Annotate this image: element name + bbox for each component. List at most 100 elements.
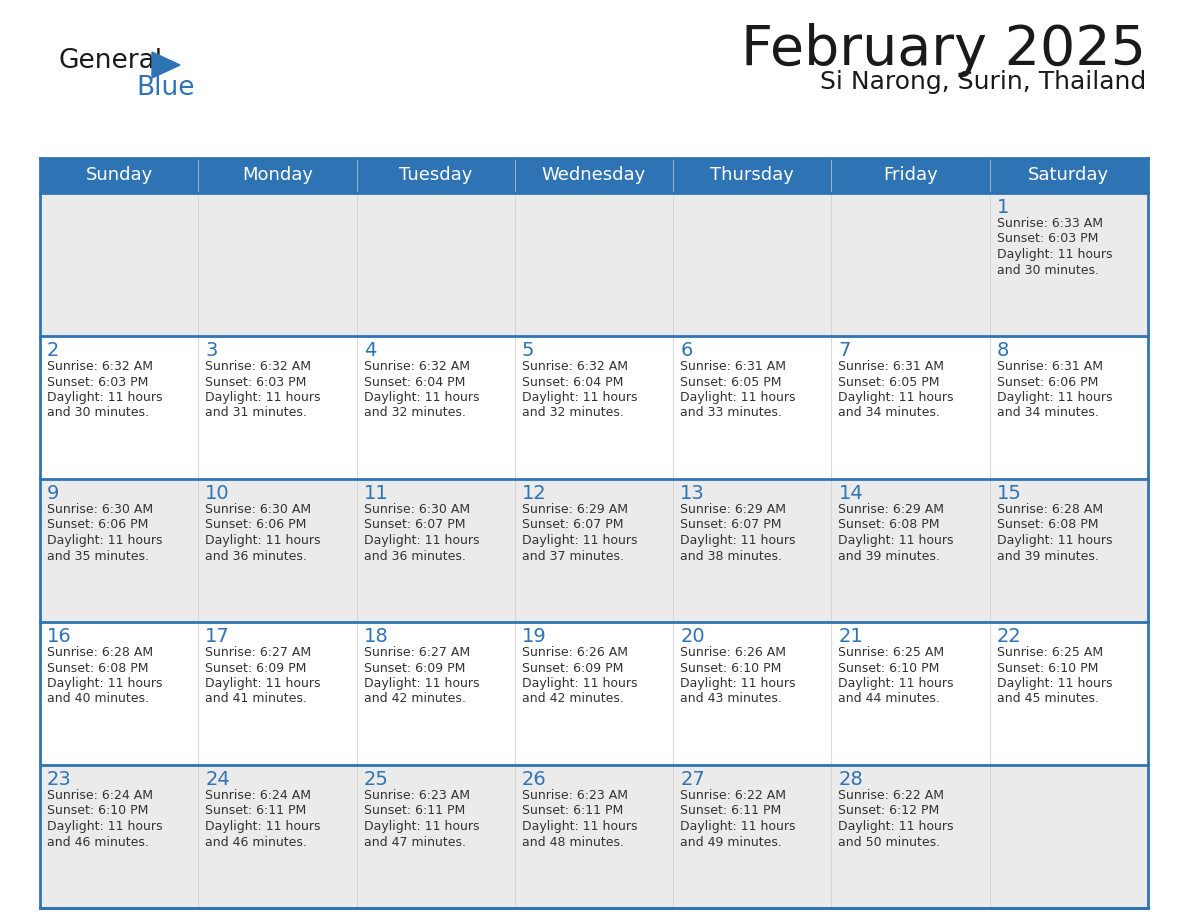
Text: 20: 20 <box>681 627 704 646</box>
Text: Sunrise: 6:31 AM: Sunrise: 6:31 AM <box>997 360 1102 373</box>
Text: Friday: Friday <box>883 166 939 185</box>
Text: and 43 minutes.: and 43 minutes. <box>681 692 782 706</box>
Bar <box>40 622 1148 765</box>
Text: Sunrise: 6:22 AM: Sunrise: 6:22 AM <box>681 789 786 802</box>
Text: Sunset: 6:10 PM: Sunset: 6:10 PM <box>997 662 1098 675</box>
Text: 15: 15 <box>997 484 1022 503</box>
Text: and 30 minutes.: and 30 minutes. <box>997 263 1099 276</box>
Text: Sunset: 6:08 PM: Sunset: 6:08 PM <box>997 519 1098 532</box>
Bar <box>40 158 1148 193</box>
Text: Daylight: 11 hours: Daylight: 11 hours <box>839 391 954 404</box>
Text: 26: 26 <box>522 770 546 789</box>
Text: Sunset: 6:07 PM: Sunset: 6:07 PM <box>364 519 465 532</box>
Text: Daylight: 11 hours: Daylight: 11 hours <box>839 677 954 690</box>
Text: Sunrise: 6:25 AM: Sunrise: 6:25 AM <box>997 646 1102 659</box>
Text: 18: 18 <box>364 627 388 646</box>
Text: Sunset: 6:03 PM: Sunset: 6:03 PM <box>997 232 1098 245</box>
Polygon shape <box>152 52 181 78</box>
Text: and 37 minutes.: and 37 minutes. <box>522 550 624 563</box>
Text: Daylight: 11 hours: Daylight: 11 hours <box>522 820 637 833</box>
Bar <box>40 765 1148 908</box>
Text: Sunset: 6:08 PM: Sunset: 6:08 PM <box>48 662 148 675</box>
Text: 3: 3 <box>206 341 217 360</box>
Text: Sunrise: 6:26 AM: Sunrise: 6:26 AM <box>522 646 627 659</box>
Text: 23: 23 <box>48 770 71 789</box>
Text: and 36 minutes.: and 36 minutes. <box>206 550 308 563</box>
Text: Daylight: 11 hours: Daylight: 11 hours <box>997 534 1112 547</box>
Text: Sunset: 6:11 PM: Sunset: 6:11 PM <box>364 804 465 818</box>
Text: Sunset: 6:08 PM: Sunset: 6:08 PM <box>839 519 940 532</box>
Text: Wednesday: Wednesday <box>542 166 646 185</box>
Text: Saturday: Saturday <box>1029 166 1110 185</box>
Text: Sunset: 6:10 PM: Sunset: 6:10 PM <box>48 804 148 818</box>
Text: 4: 4 <box>364 341 375 360</box>
Text: 24: 24 <box>206 770 230 789</box>
Text: 17: 17 <box>206 627 230 646</box>
Text: Sunset: 6:04 PM: Sunset: 6:04 PM <box>522 375 624 388</box>
Text: Daylight: 11 hours: Daylight: 11 hours <box>206 677 321 690</box>
Text: Sunrise: 6:31 AM: Sunrise: 6:31 AM <box>839 360 944 373</box>
Text: Sunset: 6:06 PM: Sunset: 6:06 PM <box>48 519 148 532</box>
Text: Sunset: 6:06 PM: Sunset: 6:06 PM <box>997 375 1098 388</box>
Text: Daylight: 11 hours: Daylight: 11 hours <box>522 391 637 404</box>
Text: Daylight: 11 hours: Daylight: 11 hours <box>364 820 479 833</box>
Text: and 35 minutes.: and 35 minutes. <box>48 550 148 563</box>
Text: Sunrise: 6:22 AM: Sunrise: 6:22 AM <box>839 789 944 802</box>
Text: 22: 22 <box>997 627 1022 646</box>
Text: Sunrise: 6:24 AM: Sunrise: 6:24 AM <box>48 789 153 802</box>
Text: 5: 5 <box>522 341 535 360</box>
Text: and 42 minutes.: and 42 minutes. <box>522 692 624 706</box>
Text: 7: 7 <box>839 341 851 360</box>
Text: 13: 13 <box>681 484 704 503</box>
Text: Sunrise: 6:30 AM: Sunrise: 6:30 AM <box>48 503 153 516</box>
Text: 14: 14 <box>839 484 864 503</box>
Text: Sunrise: 6:30 AM: Sunrise: 6:30 AM <box>206 503 311 516</box>
Text: Sunset: 6:07 PM: Sunset: 6:07 PM <box>522 519 624 532</box>
Text: 1: 1 <box>997 198 1009 217</box>
Text: and 39 minutes.: and 39 minutes. <box>839 550 941 563</box>
Text: Sunrise: 6:23 AM: Sunrise: 6:23 AM <box>364 789 469 802</box>
Text: Monday: Monday <box>242 166 312 185</box>
Text: 11: 11 <box>364 484 388 503</box>
Text: 28: 28 <box>839 770 864 789</box>
Bar <box>40 193 1148 336</box>
Text: and 30 minutes.: and 30 minutes. <box>48 407 148 420</box>
Bar <box>40 336 1148 479</box>
Text: and 38 minutes.: and 38 minutes. <box>681 550 782 563</box>
Text: and 45 minutes.: and 45 minutes. <box>997 692 1099 706</box>
Text: Daylight: 11 hours: Daylight: 11 hours <box>681 820 796 833</box>
Text: Daylight: 11 hours: Daylight: 11 hours <box>997 248 1112 261</box>
Text: Daylight: 11 hours: Daylight: 11 hours <box>839 534 954 547</box>
Text: Sunrise: 6:32 AM: Sunrise: 6:32 AM <box>364 360 469 373</box>
Text: 16: 16 <box>48 627 71 646</box>
Text: Daylight: 11 hours: Daylight: 11 hours <box>48 820 163 833</box>
Text: Sunrise: 6:32 AM: Sunrise: 6:32 AM <box>48 360 153 373</box>
Text: Sunset: 6:07 PM: Sunset: 6:07 PM <box>681 519 782 532</box>
Text: 25: 25 <box>364 770 388 789</box>
Text: Sunset: 6:05 PM: Sunset: 6:05 PM <box>681 375 782 388</box>
Text: Sunset: 6:11 PM: Sunset: 6:11 PM <box>206 804 307 818</box>
Text: Sunrise: 6:29 AM: Sunrise: 6:29 AM <box>839 503 944 516</box>
Text: and 47 minutes.: and 47 minutes. <box>364 835 466 848</box>
Text: and 46 minutes.: and 46 minutes. <box>48 835 148 848</box>
Text: Sunrise: 6:28 AM: Sunrise: 6:28 AM <box>48 646 153 659</box>
Text: Blue: Blue <box>135 75 195 101</box>
Text: and 36 minutes.: and 36 minutes. <box>364 550 466 563</box>
Text: Sunrise: 6:27 AM: Sunrise: 6:27 AM <box>206 646 311 659</box>
Text: Daylight: 11 hours: Daylight: 11 hours <box>364 391 479 404</box>
Text: 6: 6 <box>681 341 693 360</box>
Text: Daylight: 11 hours: Daylight: 11 hours <box>364 534 479 547</box>
Text: Sunrise: 6:29 AM: Sunrise: 6:29 AM <box>522 503 627 516</box>
Text: Sunrise: 6:30 AM: Sunrise: 6:30 AM <box>364 503 469 516</box>
Text: Daylight: 11 hours: Daylight: 11 hours <box>997 391 1112 404</box>
Text: Daylight: 11 hours: Daylight: 11 hours <box>997 677 1112 690</box>
Text: Daylight: 11 hours: Daylight: 11 hours <box>681 391 796 404</box>
Text: 10: 10 <box>206 484 230 503</box>
Text: Daylight: 11 hours: Daylight: 11 hours <box>48 677 163 690</box>
Text: Sunrise: 6:29 AM: Sunrise: 6:29 AM <box>681 503 786 516</box>
Text: and 46 minutes.: and 46 minutes. <box>206 835 308 848</box>
Text: and 44 minutes.: and 44 minutes. <box>839 692 941 706</box>
Text: Sunrise: 6:25 AM: Sunrise: 6:25 AM <box>839 646 944 659</box>
Bar <box>40 479 1148 622</box>
Text: General: General <box>58 48 162 74</box>
